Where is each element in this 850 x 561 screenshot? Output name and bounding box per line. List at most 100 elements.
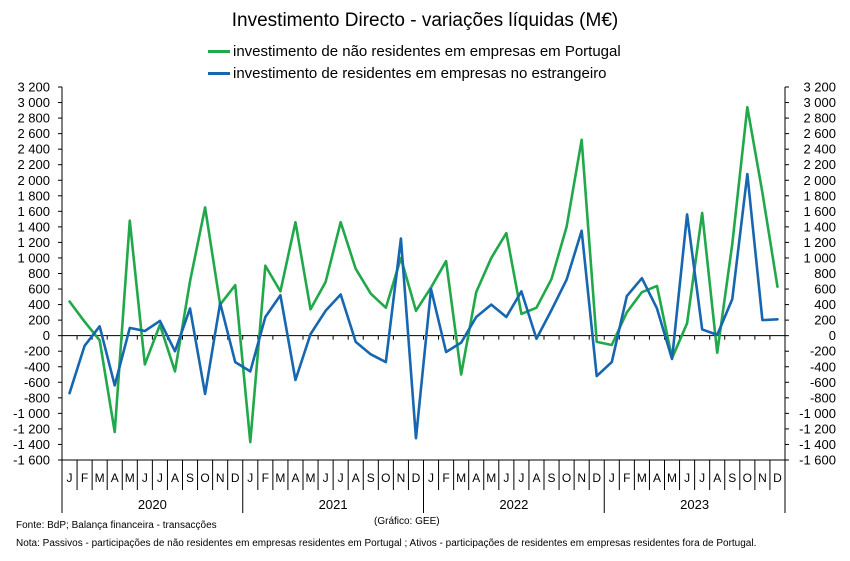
month-label: F bbox=[81, 471, 88, 485]
y-tick-label-right: 1 600 bbox=[803, 204, 836, 219]
y-tick-label-right: 1 000 bbox=[803, 250, 836, 265]
y-tick-label-left: -200 bbox=[24, 344, 50, 359]
month-label: J bbox=[67, 471, 73, 485]
month-label: S bbox=[728, 471, 736, 485]
month-label: J bbox=[142, 471, 148, 485]
y-tick-label-left: 2 800 bbox=[17, 111, 50, 126]
month-label: J bbox=[699, 471, 705, 485]
month-label: A bbox=[171, 471, 179, 485]
series-layer bbox=[68, 105, 779, 444]
y-tick-label-right: 2 000 bbox=[803, 173, 836, 188]
year-label: 2023 bbox=[680, 497, 709, 512]
month-label: J bbox=[323, 471, 329, 485]
month-label: D bbox=[592, 471, 601, 485]
y-tick-label-left: 2 400 bbox=[17, 142, 50, 157]
y-tick-label-left: -1 400 bbox=[13, 437, 50, 452]
month-label: J bbox=[518, 471, 524, 485]
y-tick-label-right: 0 bbox=[829, 328, 836, 343]
month-label: J bbox=[684, 471, 690, 485]
month-label: S bbox=[367, 471, 375, 485]
y-tick-label-left: 2 000 bbox=[17, 173, 50, 188]
month-label: J bbox=[503, 471, 509, 485]
y-tick-label-right: -400 bbox=[810, 359, 836, 374]
y-tick-label-left: 1 000 bbox=[17, 250, 50, 265]
y-tick-label-left: 3 000 bbox=[17, 95, 50, 110]
y-tick-label-right: 400 bbox=[814, 297, 836, 312]
y-tick-label-right: 1 400 bbox=[803, 219, 836, 234]
month-label: F bbox=[442, 471, 449, 485]
y-tick-label-left: 2 200 bbox=[17, 157, 50, 172]
y-tick-label-right: 2 200 bbox=[803, 157, 836, 172]
y-tick-label-left: 1 800 bbox=[17, 188, 50, 203]
month-label: O bbox=[200, 471, 209, 485]
y-tick-label-right: 3 000 bbox=[803, 95, 836, 110]
source-note: Fonte: BdP; Balança financeira - transac… bbox=[16, 520, 217, 531]
month-label: D bbox=[773, 471, 782, 485]
y-tick-label-left: -600 bbox=[24, 375, 50, 390]
month-label: D bbox=[412, 471, 421, 485]
year-label: 2022 bbox=[499, 497, 528, 512]
month-label: N bbox=[577, 471, 586, 485]
y-tick-label-right: -200 bbox=[810, 344, 836, 359]
axes-layer: -1 600 -1 600-1 400 -1 400-1 200 -1 200-1 0… bbox=[13, 80, 836, 513]
month-label: J bbox=[338, 471, 344, 485]
legend-label-nonresidents: investimento de não residentes em empres… bbox=[233, 42, 621, 60]
month-label: M bbox=[456, 471, 466, 485]
y-tick-label-left: -400 bbox=[24, 359, 50, 374]
y-tick-label-right: 2 800 bbox=[803, 111, 836, 126]
month-label: A bbox=[111, 471, 119, 485]
month-label: A bbox=[472, 471, 480, 485]
y-tick-label-right: 1 800 bbox=[803, 188, 836, 203]
legend-item-nonresidents: investimento de não residentes em empres… bbox=[208, 40, 621, 62]
y-tick-label-right: 1 200 bbox=[803, 235, 836, 250]
y-tick-label-right: -1 000 bbox=[799, 406, 836, 421]
month-label: A bbox=[653, 471, 661, 485]
y-tick-label-right: -1 400 bbox=[799, 437, 836, 452]
y-tick-label-left: -1 600 bbox=[13, 453, 50, 468]
y-tick-label-right: 2 600 bbox=[803, 126, 836, 141]
month-label: M bbox=[125, 471, 135, 485]
y-tick-label-right: 600 bbox=[814, 282, 836, 297]
month-label: N bbox=[758, 471, 767, 485]
month-label: S bbox=[186, 471, 194, 485]
month-label: A bbox=[713, 471, 721, 485]
month-label: N bbox=[397, 471, 406, 485]
month-label: O bbox=[381, 471, 390, 485]
legend-item-residents: investimento de residentes em empresas n… bbox=[208, 62, 621, 84]
month-label: J bbox=[247, 471, 253, 485]
month-label: M bbox=[637, 471, 647, 485]
y-tick-label-left: 600 bbox=[28, 282, 50, 297]
month-label: O bbox=[562, 471, 571, 485]
legend-swatch-nonresidents bbox=[208, 49, 230, 53]
month-label: S bbox=[548, 471, 556, 485]
footnote: Nota: Passivos - participações de não re… bbox=[16, 538, 757, 549]
month-label: M bbox=[486, 471, 496, 485]
month-label: A bbox=[352, 471, 360, 485]
y-tick-label-right: 800 bbox=[814, 266, 836, 281]
series-line-residents bbox=[68, 172, 779, 440]
y-tick-label-left: 3 200 bbox=[17, 80, 50, 95]
y-tick-label-left: -1 200 bbox=[13, 421, 50, 436]
y-tick-label-left: 800 bbox=[28, 266, 50, 281]
y-tick-label-left: 1 600 bbox=[17, 204, 50, 219]
graphic-credit: (Gráfico: GEE) bbox=[374, 516, 440, 527]
y-tick-label-left: 1 200 bbox=[17, 235, 50, 250]
y-tick-label-left: 200 bbox=[28, 313, 50, 328]
year-label: 2021 bbox=[319, 497, 348, 512]
legend-swatch-residents bbox=[208, 71, 230, 75]
month-label: N bbox=[216, 471, 225, 485]
month-label: J bbox=[428, 471, 434, 485]
y-tick-label-left: -1 000 bbox=[13, 406, 50, 421]
legend-label-residents: investimento de residentes em empresas n… bbox=[233, 64, 607, 82]
legend: investimento de não residentes em empres… bbox=[208, 40, 621, 84]
month-label: M bbox=[275, 471, 285, 485]
month-label: F bbox=[262, 471, 269, 485]
chart-title: Investimento Directo - variações líquida… bbox=[231, 10, 619, 31]
y-tick-label-left: 2 600 bbox=[17, 126, 50, 141]
y-tick-label-left: 1 400 bbox=[17, 219, 50, 234]
y-tick-label-right: -1 600 bbox=[799, 453, 836, 468]
month-label: M bbox=[667, 471, 677, 485]
y-tick-label-right: -800 bbox=[810, 390, 836, 405]
month-label: D bbox=[231, 471, 240, 485]
